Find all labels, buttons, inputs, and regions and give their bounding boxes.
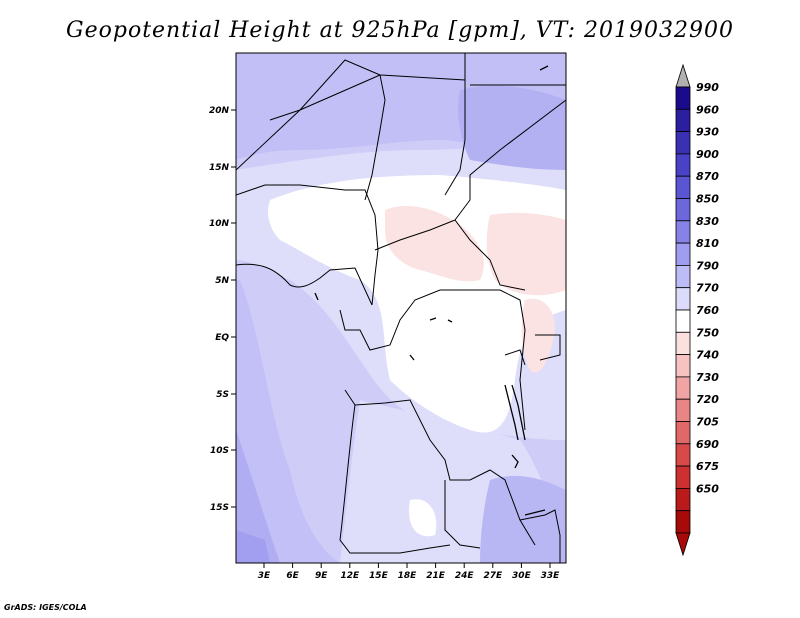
colorbar-label: 705 [696,416,719,429]
colorbar-label: 990 [696,81,719,94]
lon-tick-label: 3E [258,571,271,581]
lon-tick-label: 30E [512,571,532,581]
colorbar-bottom-arrow [675,532,691,557]
colorbar-swatch [675,153,691,177]
chart-title: Geopotential Height at 925hPa [gpm], VT:… [66,18,734,43]
colorbar-swatch [675,198,691,222]
colorbar-swatch [675,465,691,489]
lakes [314,65,549,516]
colorbar-swatch [675,487,691,512]
colorbar-label: 750 [696,326,719,339]
lon-tick-label: 33E [541,571,561,581]
lat-tick-label: 15N [209,163,230,173]
longitude-axis: 3E 6E 9E 12E 15E 18E 21E 24E 27E 30E 33E [258,563,560,581]
map-frame [235,52,567,564]
colorbar-label: 770 [696,282,719,295]
colorbar-label: 650 [696,482,719,495]
colorbar-swatch [675,108,691,133]
lat-tick-label: 5N [215,276,229,286]
lat-tick-label: 10N [209,219,230,229]
colorbar-label: 830 [696,215,719,228]
lon-tick-label: 18E [398,571,418,581]
colorbar-label: 675 [696,460,719,473]
colorbar-swatch [675,220,691,244]
colorbar-label: 850 [696,193,719,206]
lon-tick-label: 27E [483,571,503,581]
colorbar-label: 720 [696,393,719,406]
colorbar-swatch [675,264,691,289]
colorbar-swatch [675,354,691,378]
colorbar-top-arrow [675,63,691,88]
colorbar-label: 900 [696,148,719,161]
colorbar-swatch [675,86,691,110]
colorbar-swatch [675,510,691,534]
lon-tick-label: 9E [315,571,328,581]
colorbar-swatch [675,309,691,333]
lat-tick-label: 10S [210,446,229,456]
lat-tick-label: 15S [210,503,229,513]
lat-tick-label: 5S [216,390,229,400]
colorbar-swatch [675,131,691,155]
lon-tick-label: 12E [340,571,360,581]
credit-text: GrADS: IGES/COLA [4,603,87,612]
colorbar-swatch [675,175,691,199]
colorbar-label: 760 [696,304,719,317]
colorbar-swatch [675,331,691,355]
country-borders [236,53,566,563]
colorbar-label: 810 [696,237,719,250]
colorbar-swatch [675,376,691,400]
colorbar-label: 960 [696,103,719,116]
colorbar-swatch [675,287,691,311]
colorbar-label: 870 [696,170,719,183]
colorbar-label: 730 [696,371,719,384]
colorbar-swatch [675,242,691,266]
lat-tick-label: EQ [215,333,229,343]
lon-tick-label: 6E [286,571,299,581]
colorbar-label: 690 [696,438,719,451]
lat-tick-label: 20N [209,106,230,116]
colorbar-swatch [675,443,691,467]
latitude-axis: 20N 15N 10N 5N EQ 5S 10S 15S [209,106,236,513]
colorbar-label: 930 [696,126,719,139]
lon-tick-label: 21E [426,571,446,581]
colorbar-swatch [675,421,691,445]
colorbar-label: 740 [696,349,719,362]
colorbar-label: 790 [696,259,719,272]
lon-tick-label: 15E [369,571,389,581]
colorbar-swatch [675,398,691,422]
lon-tick-label: 24E [455,571,475,581]
height-field [236,53,566,563]
